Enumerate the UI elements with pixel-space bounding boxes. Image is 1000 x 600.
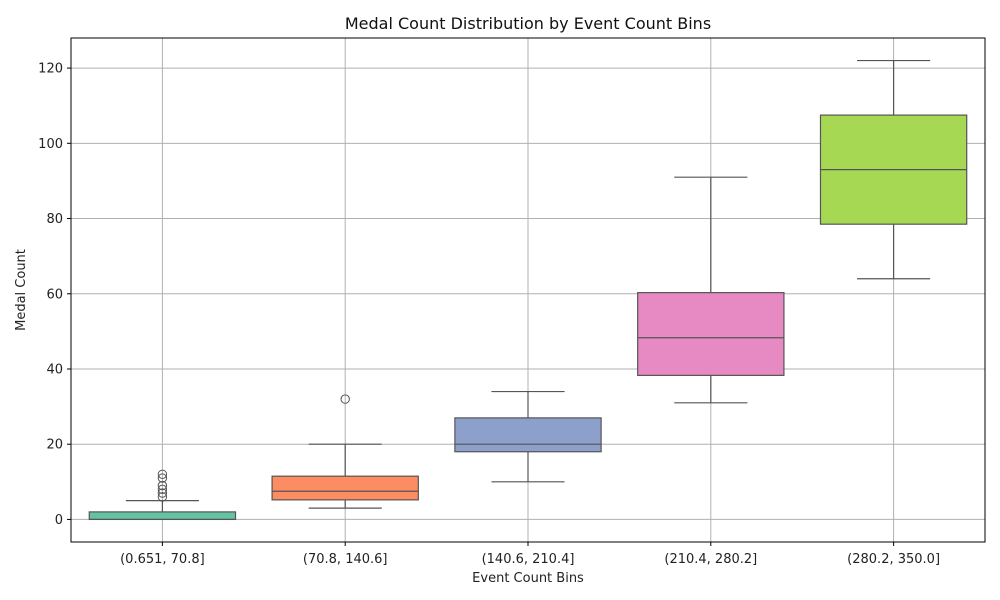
y-tick-label: 100 <box>38 137 63 152</box>
y-tick-label: 120 <box>38 62 63 77</box>
outlier-point <box>157 469 168 479</box>
tick-layer: 0 20 40 60 80 100 120 (0.651, 70.8] (70.8, 140.6… <box>38 62 940 567</box>
y-tick-label: 60 <box>46 287 63 302</box>
outlier-point <box>340 394 350 404</box>
x-tick-label: (0.651, 70.8] <box>120 552 205 567</box>
outlier-point <box>157 492 168 502</box>
y-tick-label: 20 <box>46 438 63 453</box>
box-group <box>819 59 968 280</box>
x-axis-title: Event Count Bins <box>472 571 584 586</box>
x-tick-label: (280.2, 350.0] <box>847 552 940 567</box>
outlier-point <box>157 473 168 483</box>
box-iqr <box>454 417 602 453</box>
box-layer <box>88 59 968 521</box>
chart-title: Medal Count Distribution by Event Count … <box>345 14 711 33</box>
box-group <box>271 394 419 509</box>
x-tick-label: (210.4, 280.2] <box>664 552 757 567</box>
outlier-point <box>157 484 168 495</box>
box-iqr <box>88 511 237 521</box>
y-axis-title: Medal Count <box>14 249 29 331</box>
x-tick-label: (140.6, 210.4] <box>482 552 575 567</box>
x-tick-label: (70.8, 140.6] <box>303 552 388 567</box>
box-group <box>88 469 237 521</box>
box-group <box>637 176 785 404</box>
y-tick-label: 80 <box>46 212 63 227</box>
box-iqr <box>271 475 419 501</box>
y-tick-label: 40 <box>46 362 63 377</box>
box-group <box>454 390 602 483</box>
box-iqr <box>637 292 785 376</box>
outlier-point <box>157 480 168 491</box>
outlier-point <box>157 488 168 498</box>
y-tick-label: 0 <box>55 513 63 528</box>
